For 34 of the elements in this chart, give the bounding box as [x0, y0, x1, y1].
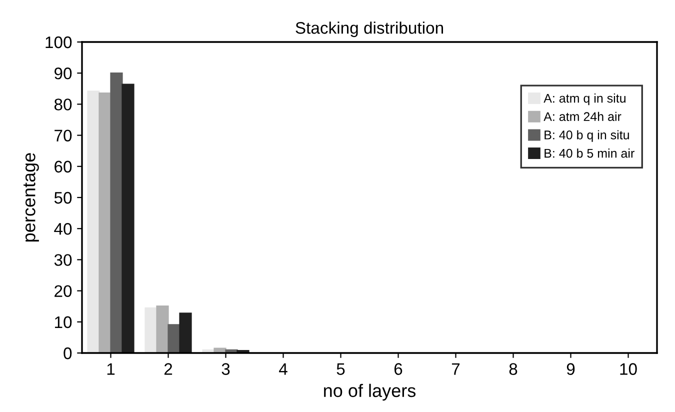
y-tick-label: 40 — [54, 223, 72, 235]
bar — [98, 92, 112, 353]
y-tick-label: 100 — [46, 36, 72, 48]
y-tick-label: 50 — [54, 192, 72, 204]
x-tick-label: 5 — [336, 363, 345, 375]
y-tick-label: 70 — [54, 130, 72, 142]
bar — [179, 312, 192, 353]
bar — [122, 84, 134, 353]
x-tick-label: 10 — [620, 363, 637, 375]
x-tick-label: 9 — [566, 363, 575, 375]
y-tick-label: 20 — [54, 285, 72, 298]
bar — [87, 90, 100, 353]
x-tick-label: 7 — [452, 363, 460, 375]
legend-label: A: atm q in situ — [544, 94, 626, 106]
y-tick-label: 0 — [64, 347, 72, 360]
y-tick-label: 30 — [54, 254, 72, 266]
x-tick-label: 4 — [279, 363, 288, 375]
y-tick-label: 10 — [55, 316, 72, 328]
legend-label: A: atm 24h air — [544, 112, 622, 122]
x-tick-label: 2 — [164, 363, 172, 375]
y-tick-label: 80 — [54, 98, 72, 110]
x-tick-label: 8 — [509, 363, 518, 375]
x-tick-label: 3 — [222, 363, 230, 375]
x-axis-title: no of layers — [324, 384, 416, 401]
legend-label: B: 40 b q in situ — [544, 130, 629, 142]
bar — [156, 305, 169, 353]
legend-label: B: 40 b 5 min air — [544, 148, 634, 158]
x-tick-label: 6 — [394, 363, 402, 375]
x-tick-label: 1 — [107, 363, 115, 375]
chart-title: Stacking distribution — [296, 22, 443, 38]
y-tick-label: 90 — [54, 68, 72, 80]
y-axis-title: percentage — [23, 153, 39, 242]
y-tick-label: 60 — [54, 160, 72, 173]
bar — [110, 72, 123, 353]
